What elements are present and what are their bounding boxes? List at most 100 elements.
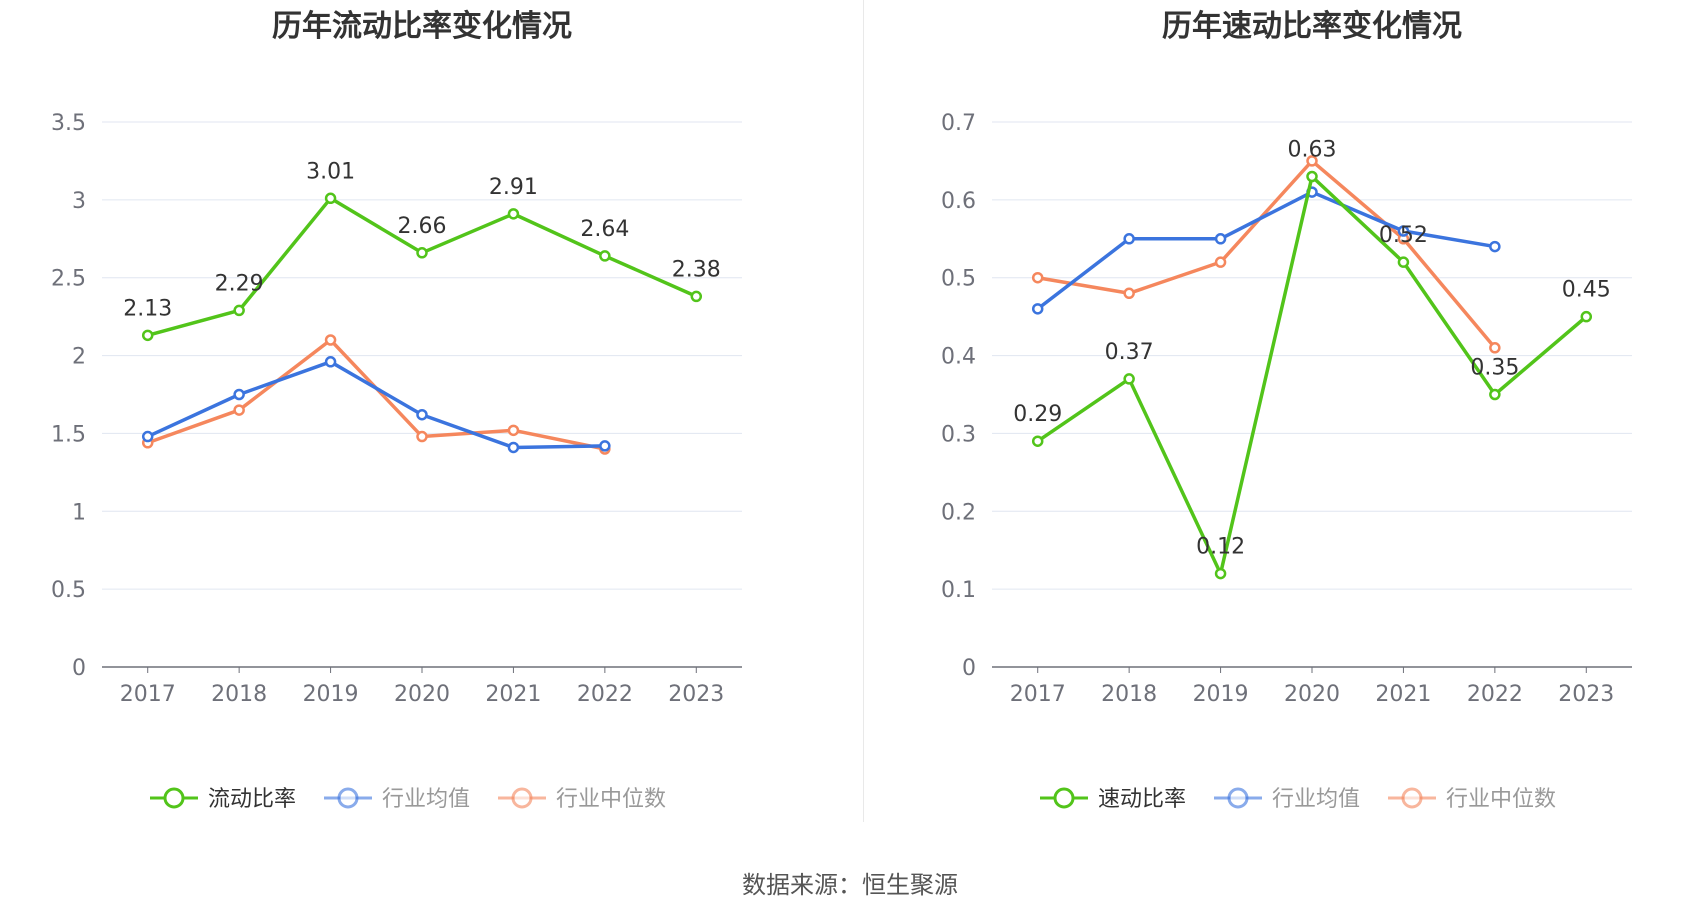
legend-label-1: 速动比率 xyxy=(1098,787,1186,812)
y-tick-label: 3.5 xyxy=(51,111,86,136)
data-point xyxy=(1214,233,1227,245)
data-label: 0.12 xyxy=(1196,535,1245,560)
y-tick-label: 0.4 xyxy=(941,345,976,370)
y-tick-label: 0.3 xyxy=(941,422,976,447)
data-point xyxy=(416,247,428,259)
data-point xyxy=(233,388,245,401)
data-point xyxy=(1031,271,1044,284)
x-tick-label: 2018 xyxy=(211,682,267,707)
series-line-3 xyxy=(1037,159,1497,349)
x-tick-label: 2023 xyxy=(1558,682,1614,707)
data-point xyxy=(1123,373,1135,385)
data-point xyxy=(141,430,154,443)
x-tick-label: 2018 xyxy=(1101,682,1157,707)
data-label: 0.45 xyxy=(1562,278,1611,303)
legend-label-2: 行业均值 xyxy=(382,787,470,812)
data-point xyxy=(324,192,337,205)
x-tick-label: 2022 xyxy=(1467,682,1523,707)
data-label: 2.38 xyxy=(672,257,721,282)
x-tick-label: 2021 xyxy=(1375,682,1431,707)
y-tick-label: 0.5 xyxy=(941,267,976,292)
data-label: 0.63 xyxy=(1288,138,1337,163)
data-point xyxy=(141,329,154,342)
x-tick-label: 2023 xyxy=(668,682,724,707)
data-point xyxy=(416,408,428,421)
data-point xyxy=(1306,155,1318,167)
data-point xyxy=(416,430,428,443)
data-point xyxy=(1031,435,1044,447)
data-point xyxy=(1214,567,1227,580)
y-tick-label: 1.5 xyxy=(51,422,86,447)
legend-label-2: 行业均值 xyxy=(1272,787,1360,812)
data-point xyxy=(1489,240,1501,253)
data-label: 3.01 xyxy=(306,159,355,184)
data-point xyxy=(599,440,611,452)
chart-title: 历年速动比率变化情况 xyxy=(1162,9,1462,44)
y-tick-label: 0.1 xyxy=(941,578,976,603)
panel-divider xyxy=(863,0,864,822)
legend-marker-3 xyxy=(1401,787,1423,809)
x-tick-label: 2017 xyxy=(1010,682,1066,707)
data-point xyxy=(1123,233,1135,245)
legend-label-3: 行业中位数 xyxy=(1446,787,1556,812)
data-point xyxy=(324,334,337,346)
x-tick-label: 2022 xyxy=(577,682,633,707)
y-tick-label: 3 xyxy=(72,189,86,214)
legend-label-1: 流动比率 xyxy=(208,787,296,812)
y-tick-label: 0 xyxy=(962,656,976,681)
chart-panel-1: 历年流动比率变化情况 0 0.5 1 1.5 2 2.5 3 3.5 2017 2018 2019 20… xyxy=(51,9,742,812)
x-tick-label: 2017 xyxy=(120,682,176,707)
y-tick-label: 0.6 xyxy=(941,189,976,214)
data-point xyxy=(507,208,520,220)
data-point xyxy=(1123,287,1135,300)
data-point xyxy=(233,304,245,317)
data-point xyxy=(507,424,520,437)
data-label: 2.13 xyxy=(123,296,172,321)
x-tick-label: 2019 xyxy=(1193,682,1249,707)
legend-marker-2 xyxy=(337,787,359,809)
legend-marker-2 xyxy=(1227,787,1249,809)
series-line-3 xyxy=(147,338,606,451)
data-point xyxy=(690,290,703,303)
data-label: 2.29 xyxy=(215,271,264,296)
y-tick-label: 0.7 xyxy=(941,111,976,136)
data-point xyxy=(1306,170,1318,183)
data-label: 2.64 xyxy=(580,217,629,242)
data-point xyxy=(324,356,337,368)
y-tick-label: 2.5 xyxy=(51,267,86,292)
data-point xyxy=(1580,310,1593,323)
x-tick-label: 2019 xyxy=(303,682,359,707)
data-point xyxy=(1397,225,1410,237)
y-tick-label: 1 xyxy=(72,500,86,525)
data-point xyxy=(507,441,520,454)
data-point xyxy=(1031,303,1044,315)
chart-title: 历年流动比率变化情况 xyxy=(272,9,572,44)
data-label: 2.91 xyxy=(489,175,538,200)
data-point xyxy=(599,250,611,262)
data-label: 0.37 xyxy=(1105,340,1154,365)
data-label: 0.29 xyxy=(1013,402,1062,427)
legend-marker-3 xyxy=(511,787,533,809)
data-label: 0.52 xyxy=(1379,223,1428,248)
data-label: 2.66 xyxy=(398,214,447,239)
series-line-2 xyxy=(1036,190,1496,311)
y-tick-label: 2 xyxy=(72,345,86,370)
chart-panel-2: 历年速动比率变化情况 0 0.1 0.2 0.3 0.4 0.5 0.6 0.7 2017 2018… xyxy=(941,9,1632,812)
x-tick-label: 2020 xyxy=(394,682,450,707)
data-point xyxy=(1489,388,1501,401)
data-label: 0.35 xyxy=(1470,356,1519,381)
data-point xyxy=(1397,256,1410,268)
legend-label-3: 行业中位数 xyxy=(556,787,666,812)
data-point xyxy=(1214,256,1227,268)
data-point xyxy=(1489,342,1501,354)
y-tick-label: 0.2 xyxy=(941,500,976,525)
data-source-note: 数据来源：恒生聚源 xyxy=(742,871,958,899)
y-tick-label: 0 xyxy=(72,656,86,681)
data-point xyxy=(233,404,245,416)
x-tick-label: 2020 xyxy=(1284,682,1340,707)
y-tick-label: 0.5 xyxy=(51,578,86,603)
series-line-2 xyxy=(146,360,605,450)
x-tick-label: 2021 xyxy=(485,682,541,707)
